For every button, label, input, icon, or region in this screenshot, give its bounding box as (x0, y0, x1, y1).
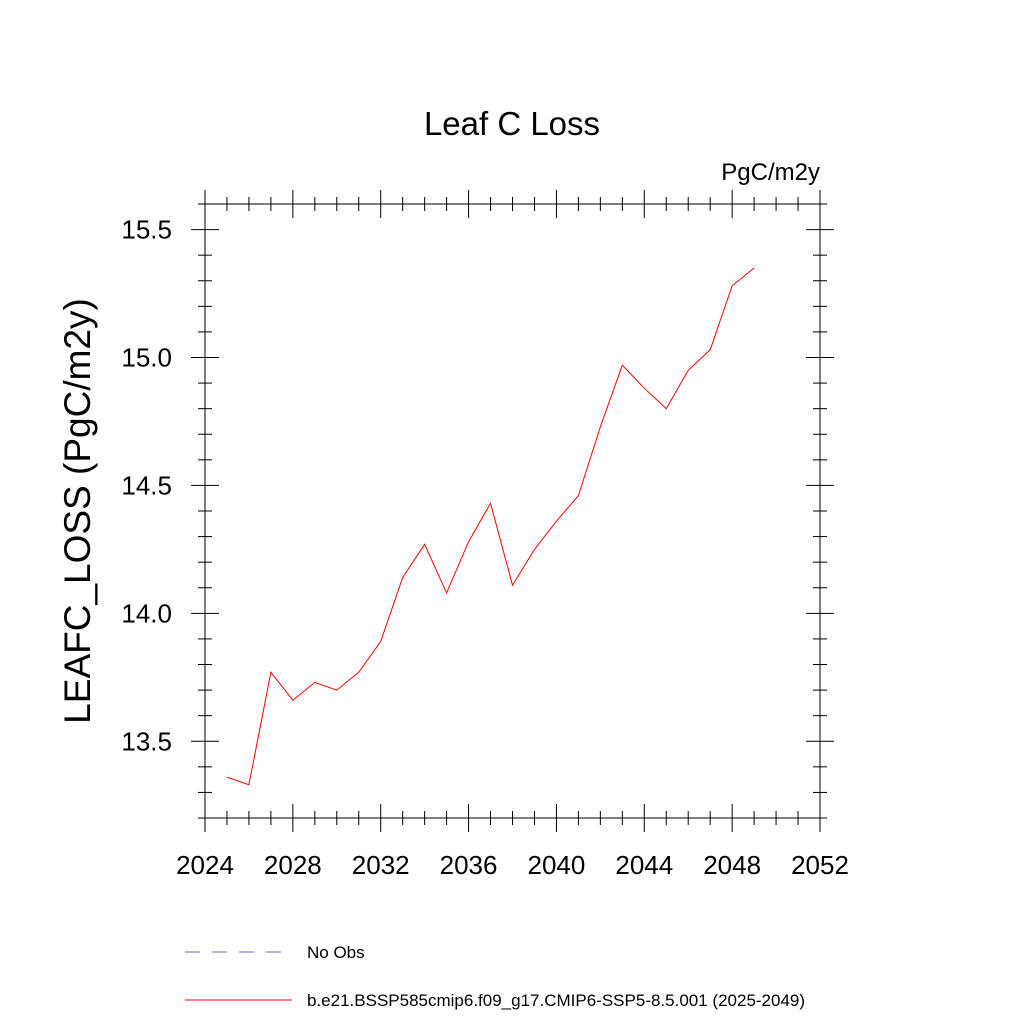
data-point (666, 408, 667, 409)
data-point (314, 682, 315, 683)
x-tick-label: 2048 (703, 850, 761, 880)
data-point (622, 365, 623, 366)
data-point (292, 700, 293, 701)
data-point (490, 503, 491, 504)
data-point (424, 544, 425, 545)
data-point (380, 641, 381, 642)
x-tick-label: 2040 (528, 850, 586, 880)
x-tick-label: 2036 (440, 850, 498, 880)
data-point (358, 672, 359, 673)
x-axis-tick-labels: 2024 2028 2032 2036 2040 2044 2048 2052 (176, 850, 849, 880)
y-axis-ticks (191, 203, 834, 819)
legend-label: b.e21.BSSP585cmip6.f09_g17.CMIP6-SSP5-8.… (307, 991, 805, 1010)
series-line (226, 267, 755, 786)
y-axis-tick-labels: 13.5 14.0 14.5 15.0 15.5 (121, 215, 172, 757)
data-point (578, 495, 579, 496)
data-point (556, 521, 557, 522)
data-point (600, 426, 601, 427)
data-point (644, 388, 645, 389)
chart-title: Leaf C Loss (424, 105, 600, 142)
data-point (402, 577, 403, 578)
y-tick-label: 13.5 (121, 726, 172, 756)
x-tick-label: 2024 (176, 850, 234, 880)
x-tick-label: 2052 (791, 850, 849, 880)
data-point (248, 784, 249, 785)
data-point (512, 585, 513, 586)
data-point (226, 776, 227, 777)
y-tick-label: 14.0 (121, 598, 172, 628)
y-tick-label: 15.0 (121, 343, 172, 373)
legend-label: No Obs (307, 943, 365, 962)
data-point (754, 267, 755, 268)
data-point (270, 672, 271, 673)
data-point (534, 549, 535, 550)
data-point (336, 689, 337, 690)
data-point (446, 592, 447, 593)
data-point (732, 285, 733, 286)
x-tick-label: 2028 (264, 850, 322, 880)
x-tick-label: 2032 (352, 850, 410, 880)
units-label: PgC/m2y (721, 159, 820, 186)
x-axis-ticks (204, 190, 821, 832)
data-point (688, 370, 689, 371)
y-axis-label: LEAFC_LOSS (PgC/m2y) (57, 298, 98, 724)
plot-frame (204, 203, 821, 819)
data-point (710, 349, 711, 350)
y-tick-label: 14.5 (121, 470, 172, 500)
y-tick-label: 15.5 (121, 215, 172, 245)
x-tick-label: 2044 (615, 850, 673, 880)
legend: No Obs b.e21.BSSP585cmip6.f09_g17.CMIP6-S… (185, 943, 805, 1010)
data-point (468, 541, 469, 542)
series-group (226, 267, 755, 786)
